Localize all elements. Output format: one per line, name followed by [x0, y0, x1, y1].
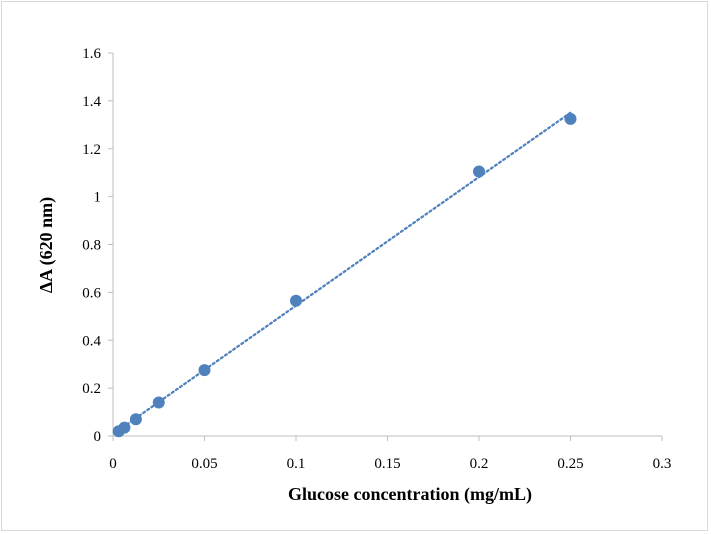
- y-tick-label: 0.8: [82, 238, 101, 254]
- x-tick-label: 0.15: [374, 456, 400, 472]
- y-tick-label: 0.6: [82, 285, 101, 301]
- y-tick-label: 1.4: [82, 94, 101, 110]
- trendline-layer: [117, 111, 572, 432]
- data-point: [564, 112, 577, 125]
- x-tick-label: 0.3: [653, 456, 672, 472]
- data-point: [473, 165, 485, 178]
- x-tick-label: 0.1: [287, 456, 306, 472]
- data-point: [198, 364, 211, 377]
- data-point: [129, 413, 142, 426]
- y-tick-label: 0: [94, 429, 102, 445]
- x-tick-label: 0: [109, 456, 117, 472]
- points-layer: [112, 112, 577, 438]
- axes-layer: [112, 53, 662, 437]
- x-tick-label: 0.25: [557, 456, 583, 472]
- y-axis-title: ΔA (620 nm): [36, 197, 57, 293]
- data-point: [152, 396, 165, 409]
- ticks-layer: 0 0.2 0.4 0.6 0.8 1 1.2 1.4 1.6 0 0.05 0.1 0.15 0.2 0.…: [82, 46, 671, 472]
- y-tick-label: 0.4: [82, 333, 101, 349]
- x-tick-label: 0.2: [470, 456, 489, 472]
- x-axis-title: Glucose concentration (mg/mL): [288, 484, 532, 505]
- y-tick-label: 1.6: [82, 46, 101, 62]
- data-point: [290, 294, 302, 307]
- trendline: [117, 111, 572, 432]
- y-tick-label: 1.2: [82, 142, 101, 158]
- y-tick-label: 0.2: [82, 381, 101, 397]
- x-tick-label: 0.05: [191, 456, 217, 472]
- data-point: [118, 421, 131, 434]
- y-tick-label: 1: [94, 190, 102, 206]
